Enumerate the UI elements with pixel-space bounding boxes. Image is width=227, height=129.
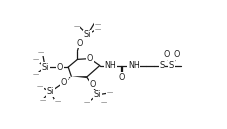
- Text: NH: NH: [128, 61, 140, 70]
- Text: O: O: [90, 79, 96, 88]
- Text: —: —: [94, 22, 101, 27]
- Text: —: —: [101, 101, 107, 106]
- Text: —: —: [38, 51, 44, 56]
- Text: —: —: [33, 72, 39, 77]
- Text: Si: Si: [47, 87, 54, 96]
- Text: O: O: [60, 78, 67, 87]
- Text: O: O: [86, 54, 93, 63]
- Polygon shape: [71, 76, 87, 78]
- Text: S: S: [169, 61, 174, 70]
- Text: NH: NH: [105, 61, 116, 70]
- Text: O: O: [174, 50, 180, 59]
- Text: —: —: [33, 57, 39, 62]
- Text: —: —: [84, 100, 90, 105]
- Text: O: O: [164, 50, 170, 59]
- Text: O: O: [118, 73, 125, 82]
- Text: O: O: [57, 63, 63, 72]
- Text: —: —: [55, 99, 61, 104]
- Text: Si: Si: [84, 30, 91, 39]
- Text: —: —: [37, 84, 43, 89]
- Text: S: S: [160, 61, 165, 70]
- Text: —: —: [74, 25, 80, 30]
- Text: O: O: [76, 39, 83, 48]
- Text: Si: Si: [41, 63, 49, 72]
- Text: —: —: [40, 98, 46, 103]
- Text: —: —: [95, 28, 101, 33]
- Text: —: —: [107, 90, 113, 95]
- Text: Si: Si: [94, 90, 101, 99]
